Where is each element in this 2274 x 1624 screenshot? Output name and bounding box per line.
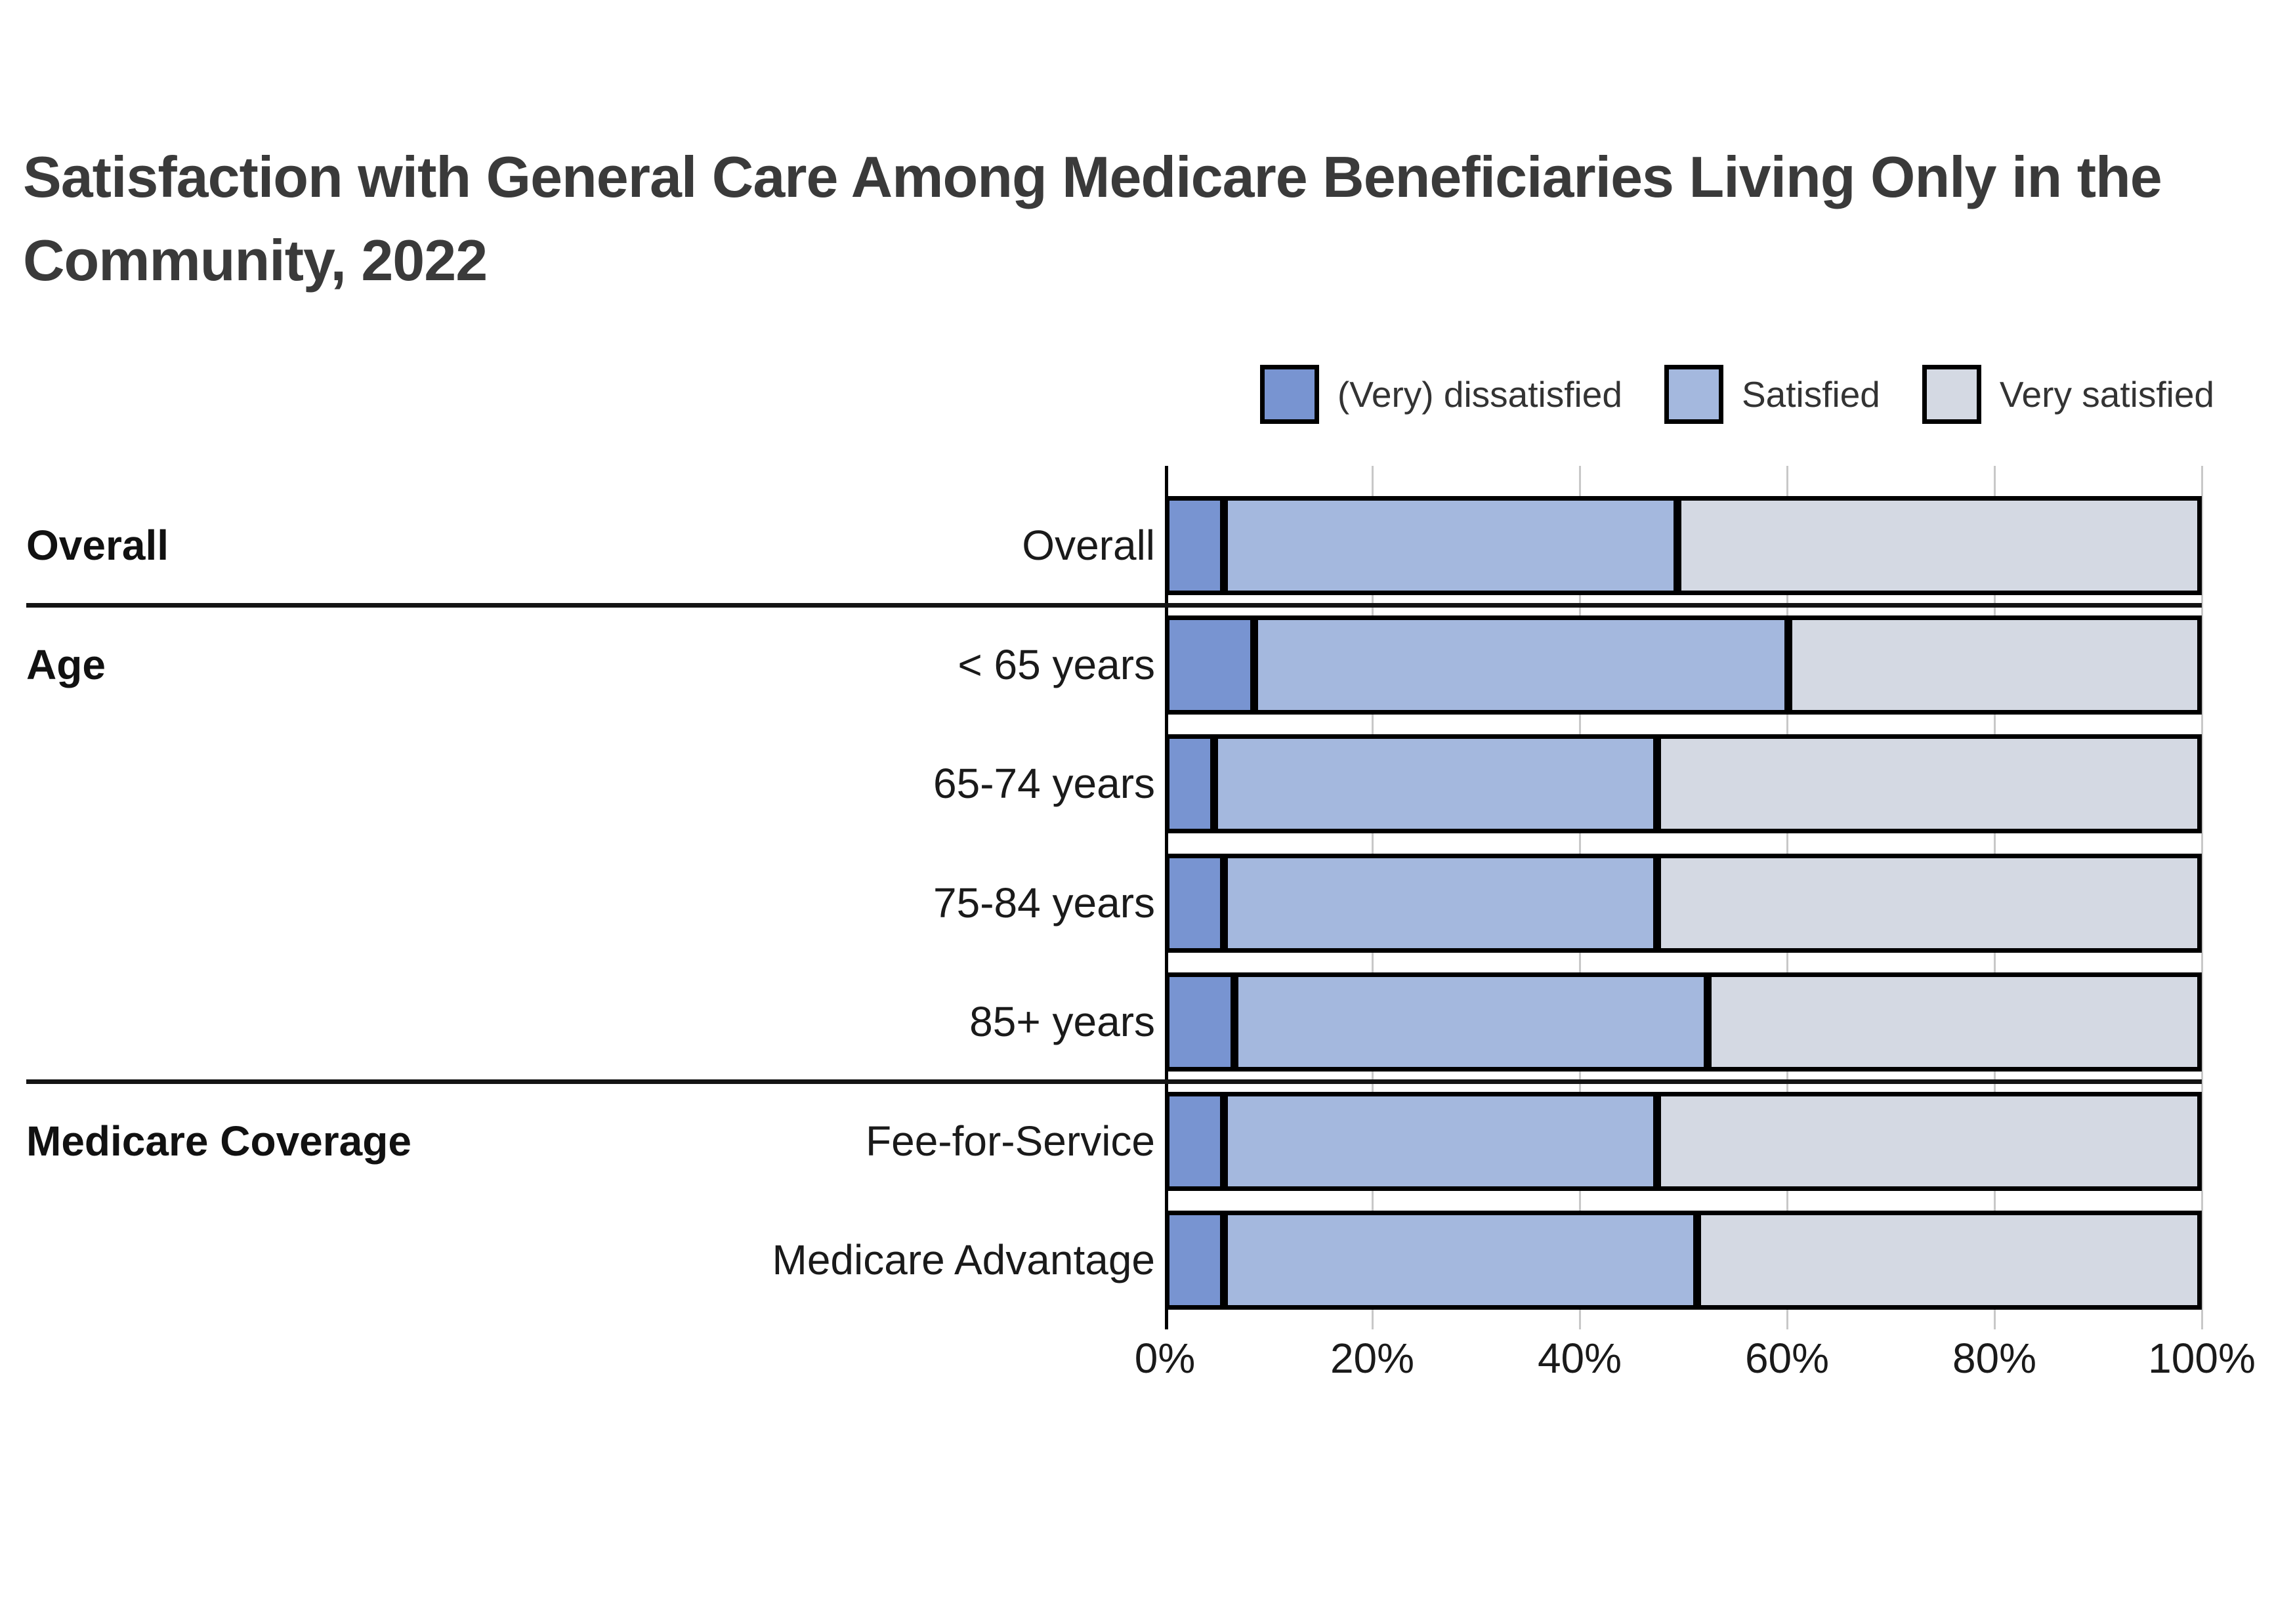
bar-segment-dissatisfied bbox=[1169, 501, 1221, 591]
bar-segment-very-satisfied bbox=[1660, 739, 2198, 829]
x-tick-label: 20% bbox=[1330, 1335, 1415, 1382]
bar-segment-satisfied bbox=[1258, 619, 1785, 710]
bar-row bbox=[1165, 1211, 2202, 1310]
bar-segment-very-satisfied bbox=[1711, 977, 2197, 1067]
row-label: Fee-for-Service bbox=[866, 1117, 1155, 1165]
bar-segment-dissatisfied bbox=[1169, 739, 1210, 829]
bar-segment-dissatisfied bbox=[1169, 1215, 1221, 1305]
group-label: Medicare Coverage bbox=[26, 1117, 411, 1165]
satisfied-swatch-icon bbox=[1664, 365, 1723, 424]
bar-segment-dissatisfied bbox=[1169, 619, 1251, 710]
legend-item-dissatisfied: (Very) dissatisfied bbox=[1259, 365, 1622, 424]
bar-segment-very-satisfied bbox=[1660, 858, 2197, 948]
bar-segment-very-satisfied bbox=[1701, 1215, 2197, 1305]
legend-label: (Very) dissatisfied bbox=[1337, 374, 1622, 415]
x-tick-label: 0% bbox=[1134, 1335, 1196, 1382]
dissatisfied-swatch-icon bbox=[1259, 365, 1319, 424]
row-label: Medicare Advantage bbox=[772, 1236, 1156, 1283]
x-tick-label: 60% bbox=[1744, 1335, 1830, 1382]
x-tick-label: 40% bbox=[1537, 1335, 1622, 1382]
legend-label: Satisfied bbox=[1741, 374, 1880, 415]
bar-segment-very-satisfied bbox=[1792, 619, 2197, 710]
x-tick-label: 80% bbox=[1952, 1335, 2037, 1382]
bar-row bbox=[1165, 496, 2202, 595]
group-label: Age bbox=[26, 640, 106, 688]
row-label: 85+ years bbox=[969, 998, 1155, 1045]
bar-segment-satisfied bbox=[1217, 739, 1653, 829]
bar-row bbox=[1165, 1091, 2202, 1191]
gridline bbox=[2200, 466, 2203, 1329]
bar-segment-dissatisfied bbox=[1169, 858, 1221, 948]
legend: (Very) dissatisfied Satisfied Very satis… bbox=[1259, 365, 2214, 424]
x-tick-label: 100% bbox=[2148, 1335, 2256, 1382]
legend-item-very-satisfied: Very satisfied bbox=[1922, 365, 2214, 424]
legend-label: Very satisfied bbox=[1999, 374, 2214, 415]
chart-title: Satisfaction with General Care Among Med… bbox=[23, 135, 2267, 302]
bar-segment-satisfied bbox=[1228, 1096, 1653, 1186]
bar-segment-dissatisfied bbox=[1169, 1096, 1221, 1186]
bar-row bbox=[1165, 853, 2202, 953]
very-satisfied-swatch-icon bbox=[1922, 365, 1981, 424]
bar-segment-satisfied bbox=[1228, 858, 1653, 948]
chart-title-line-1: Satisfaction with General Care Among Med… bbox=[23, 144, 2162, 209]
bar-segment-very-satisfied bbox=[1660, 1096, 2197, 1186]
row-label: Overall bbox=[1022, 522, 1155, 569]
group-label: Overall bbox=[26, 522, 169, 569]
chart-title-line-2: Community, 2022 bbox=[23, 228, 488, 293]
row-label: < 65 years bbox=[958, 640, 1155, 688]
bar-segment-very-satisfied bbox=[1681, 501, 2197, 591]
plot-area bbox=[1165, 466, 2203, 1329]
bar-segment-satisfied bbox=[1228, 501, 1674, 591]
group-separator bbox=[26, 1079, 2202, 1084]
bar-row bbox=[1165, 615, 2202, 715]
row-label: 65-74 years bbox=[933, 760, 1155, 807]
legend-item-satisfied: Satisfied bbox=[1664, 365, 1880, 424]
bar-segment-dissatisfied bbox=[1169, 977, 1231, 1067]
bar-segment-satisfied bbox=[1228, 1215, 1694, 1305]
bar-row bbox=[1165, 734, 2202, 833]
row-label: 75-84 years bbox=[933, 879, 1155, 927]
bar-segment-satisfied bbox=[1238, 977, 1704, 1067]
bar-row bbox=[1165, 972, 2202, 1072]
group-separator bbox=[26, 602, 2202, 608]
